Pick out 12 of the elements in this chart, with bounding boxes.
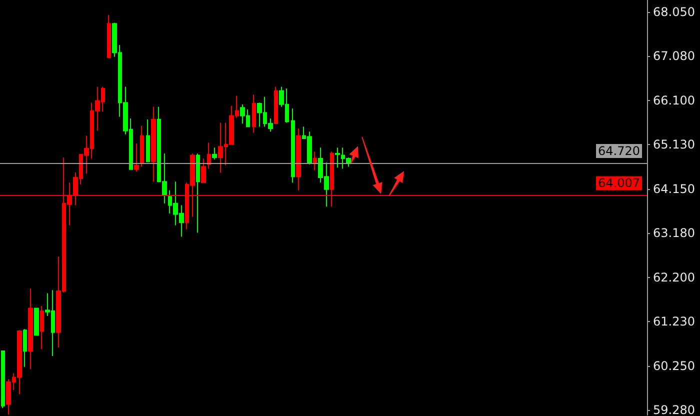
y-tick-label: 59.280 bbox=[653, 403, 695, 416]
y-tick-label: 67.080 bbox=[653, 48, 695, 63]
y-tick-label: 61.230 bbox=[653, 314, 695, 328]
y-tick-label: 64.150 bbox=[653, 182, 695, 196]
y-tick-label: 63.180 bbox=[653, 226, 695, 240]
y-tick-label: 65.130 bbox=[653, 137, 695, 152]
y-tick-label: 62.200 bbox=[653, 270, 695, 284]
ref-line-label: 64.007 bbox=[598, 176, 640, 190]
y-tick-label: 60.250 bbox=[653, 358, 695, 373]
ref-line-label: 64.720 bbox=[598, 144, 640, 158]
y-tick-label: 66.100 bbox=[653, 93, 695, 108]
y-tick-label: 68.050 bbox=[653, 4, 695, 19]
